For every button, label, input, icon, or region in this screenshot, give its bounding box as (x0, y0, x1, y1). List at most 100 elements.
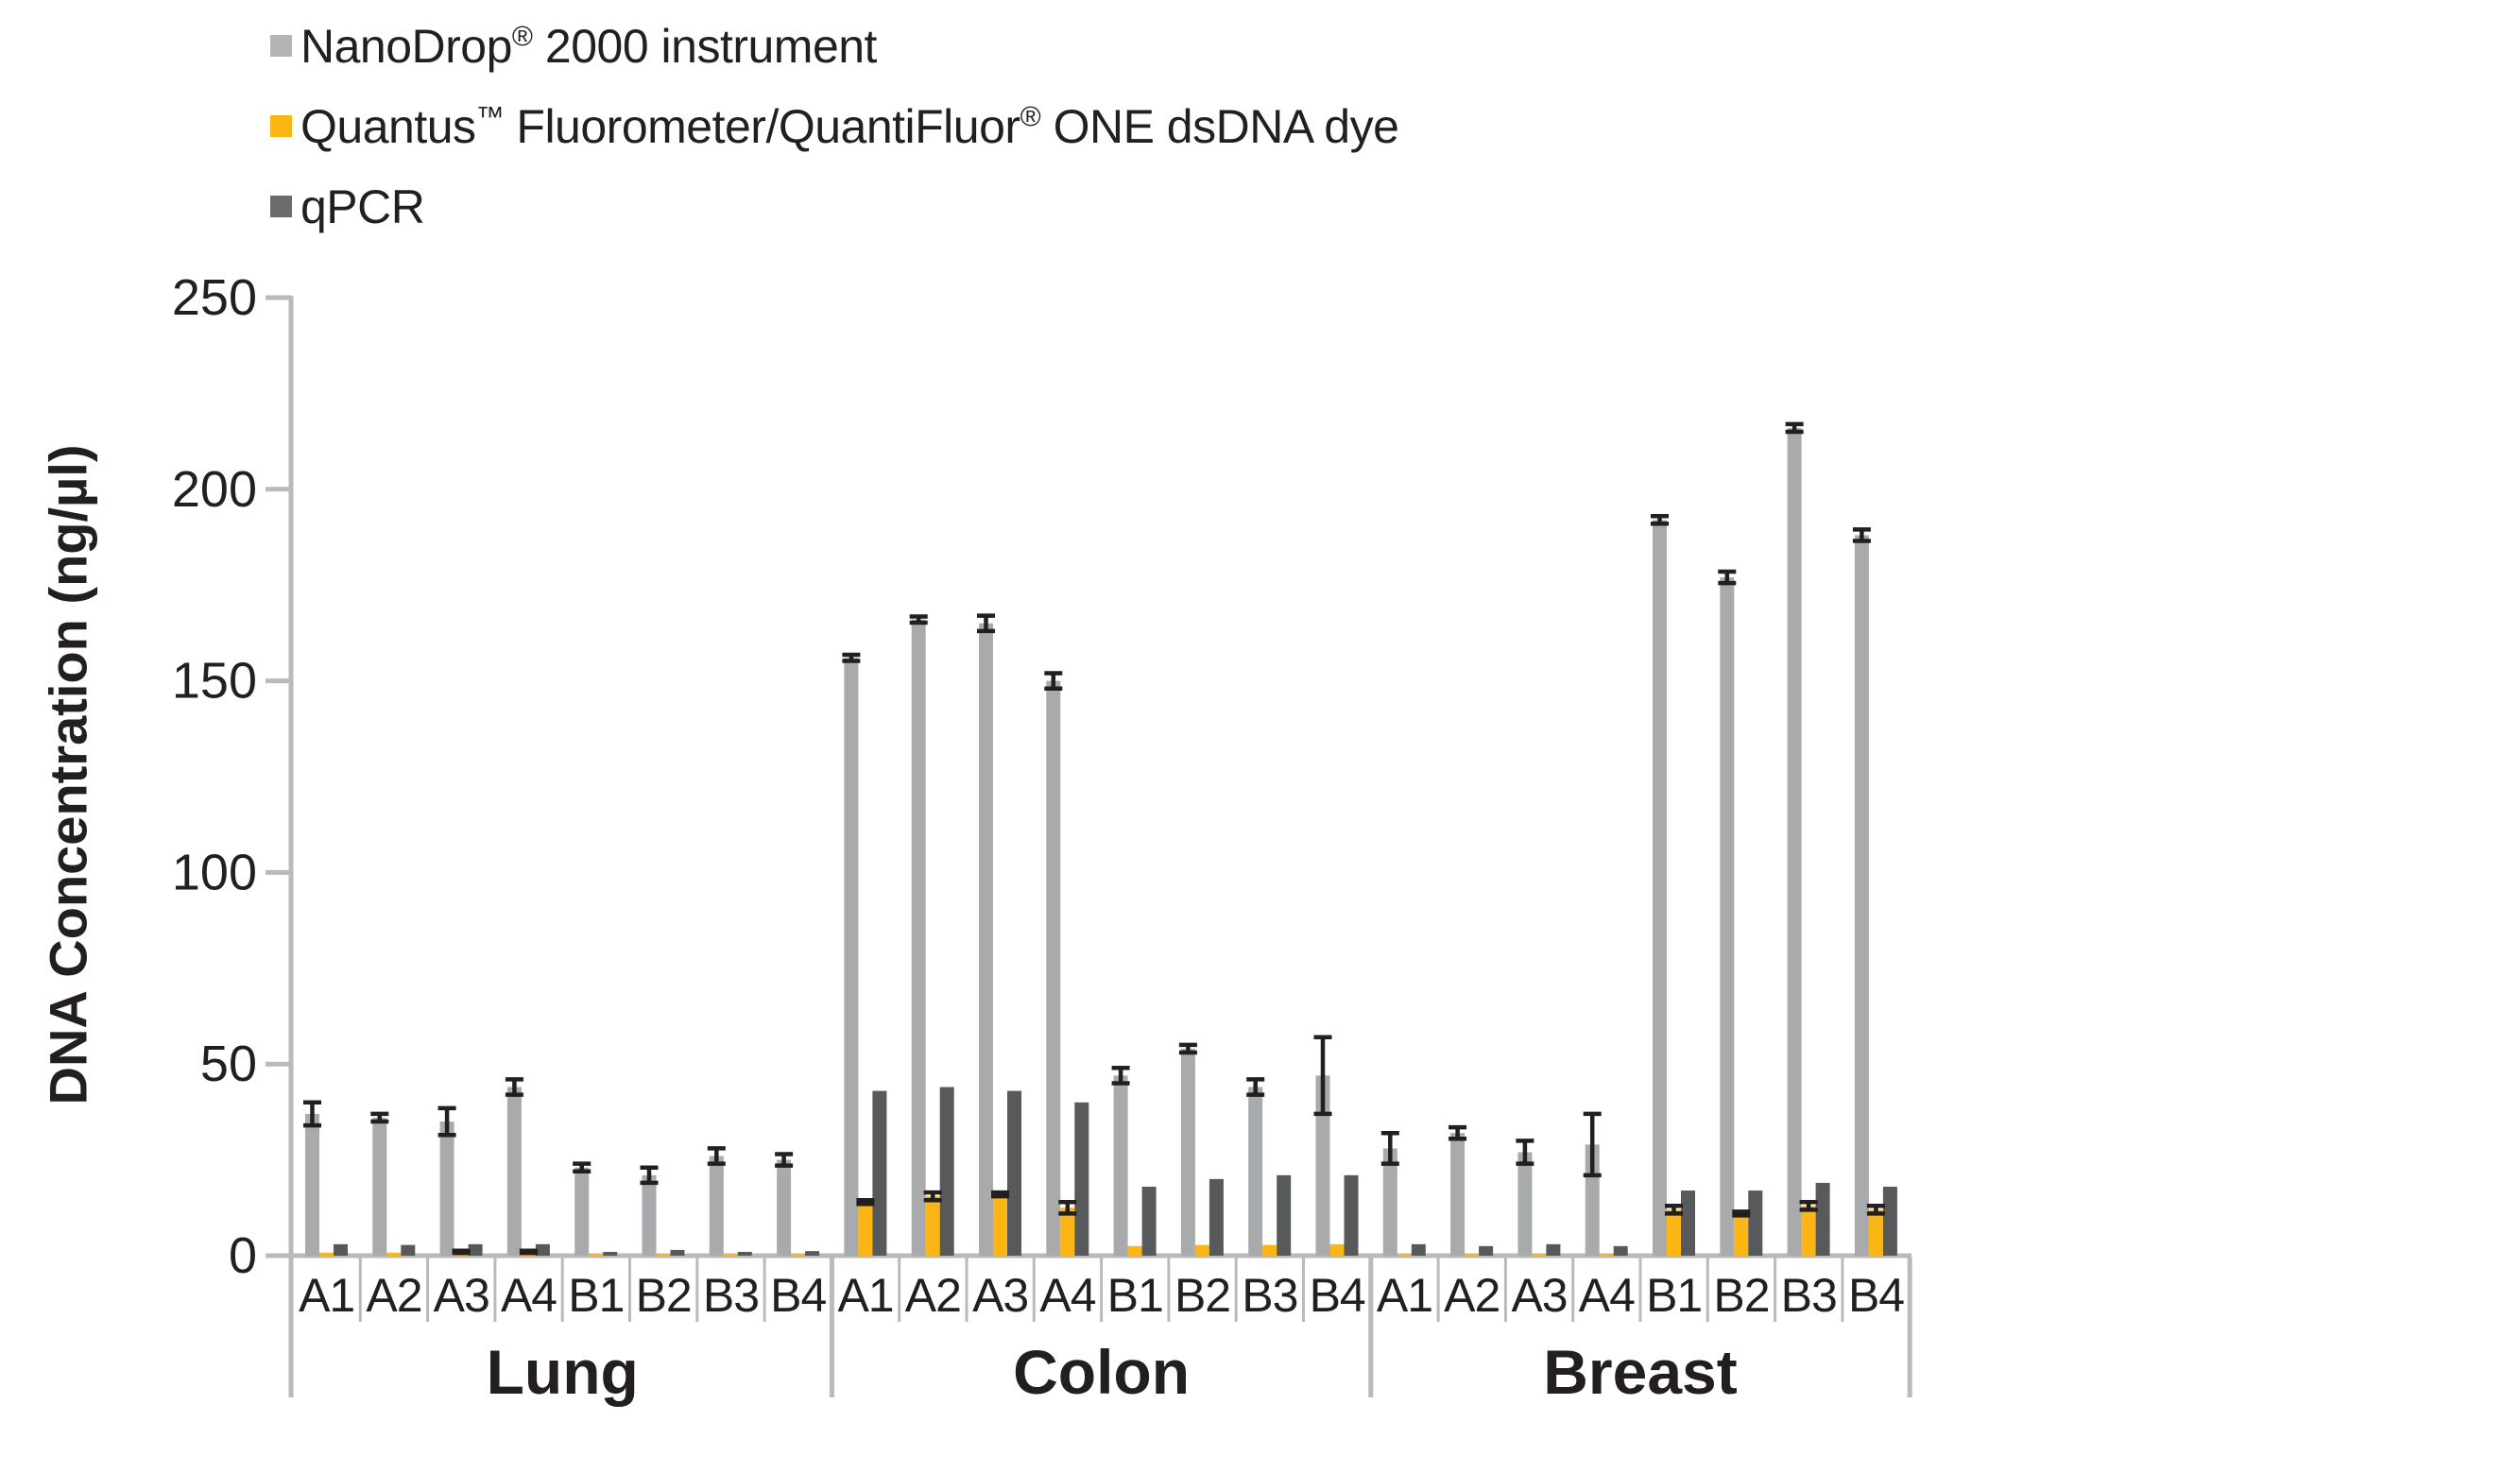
bar-lung-b1-quantus (589, 1254, 604, 1256)
bar-breast-b1-nanodrop (1653, 520, 1667, 1256)
bar-lung-b3-quantus (723, 1254, 738, 1256)
group-label-lung: Lung (487, 1337, 639, 1407)
bar-lung-a4-qpcr (535, 1243, 550, 1256)
legend-swatch-quantus (270, 115, 292, 137)
y-axis-title: DNA Concentration (ng/µl) (39, 444, 98, 1105)
x-label-colon-a4: A4 (1039, 1269, 1095, 1322)
bar-lung-a1-nanodrop (305, 1113, 319, 1256)
bar-breast-a2-nanodrop (1450, 1133, 1466, 1256)
x-label-colon-b4: B4 (1310, 1269, 1365, 1322)
bar-breast-a1-nanodrop (1382, 1148, 1397, 1256)
bar-breast-a1-qpcr (1411, 1243, 1426, 1256)
legend-label-nanodrop: NanoDrop® 2000 instrument (300, 19, 877, 73)
bar-breast-a2-qpcr (1479, 1245, 1494, 1256)
bar-lung-b4-nanodrop (777, 1159, 792, 1256)
group-label-breast: Breast (1543, 1337, 1737, 1407)
bar-breast-a2-quantus (1465, 1254, 1480, 1256)
bar-colon-b1-nanodrop (1113, 1075, 1128, 1256)
bar-lung-a1-qpcr (334, 1243, 348, 1256)
bar-colon-b3-nanodrop (1248, 1087, 1263, 1256)
legend-item-quantus: Quantus™ Fluorometer/QuantiFluor® ONE ds… (270, 86, 1399, 166)
legend-label-quantus: Quantus™ Fluorometer/QuantiFluor® ONE ds… (300, 99, 1399, 153)
x-label-colon-b2: B2 (1174, 1269, 1230, 1322)
x-label-lung-a2: A2 (366, 1269, 421, 1322)
bar-breast-b1-quantus (1667, 1209, 1681, 1256)
bar-lung-a3-qpcr (468, 1243, 483, 1256)
bar-colon-a4-qpcr (1074, 1102, 1089, 1256)
bar-colon-b2-qpcr (1209, 1178, 1224, 1256)
bar-colon-b3-qpcr (1277, 1174, 1292, 1256)
bar-colon-a1-quantus (858, 1202, 873, 1256)
bar-lung-b2-quantus (656, 1254, 671, 1256)
x-label-breast-b1: B1 (1646, 1269, 1702, 1322)
x-label-breast-b4: B4 (1848, 1269, 1904, 1322)
bar-breast-a3-quantus (1532, 1254, 1547, 1256)
bar-breast-b3-qpcr (1815, 1182, 1830, 1256)
bar-lung-a4-nanodrop (506, 1087, 522, 1256)
bar-breast-a4-qpcr (1613, 1245, 1628, 1256)
group-label-colon: Colon (1013, 1337, 1190, 1407)
bar-lung-a2-nanodrop (372, 1117, 387, 1256)
bar-lung-b1-nanodrop (574, 1167, 590, 1256)
bar-colon-a3-qpcr (1007, 1090, 1021, 1256)
bar-colon-a3-quantus (993, 1194, 1007, 1256)
bar-breast-a4-quantus (1599, 1254, 1614, 1256)
bar-breast-b3-quantus (1801, 1206, 1816, 1256)
bar-breast-a1-quantus (1397, 1254, 1412, 1256)
bar-breast-a3-nanodrop (1517, 1152, 1533, 1256)
bar-colon-b1-quantus (1127, 1245, 1142, 1256)
y-tick-label-50: 50 (200, 1036, 257, 1092)
bar-breast-b4-nanodrop (1854, 535, 1869, 1256)
y-tick-label-250: 250 (172, 269, 257, 326)
bar-colon-b3-quantus (1262, 1244, 1277, 1256)
bar-breast-a4-nanodrop (1585, 1144, 1600, 1256)
bar-lung-a1-quantus (319, 1252, 334, 1256)
x-label-lung-b2: B2 (636, 1269, 692, 1322)
bar-breast-b1-qpcr (1681, 1190, 1695, 1256)
bar-lung-b2-qpcr (670, 1249, 685, 1256)
bar-colon-b2-nanodrop (1180, 1048, 1195, 1256)
bar-breast-b4-qpcr (1882, 1186, 1897, 1256)
bar-colon-a3-nanodrop (979, 623, 993, 1256)
bar-breast-b2-quantus (1734, 1213, 1749, 1256)
bar-lung-b3-nanodrop (709, 1156, 724, 1256)
x-label-breast-a1: A1 (1377, 1269, 1432, 1322)
bar-colon-b4-quantus (1329, 1243, 1345, 1256)
bar-lung-b4-qpcr (805, 1251, 820, 1256)
legend-item-qpcr: qPCR (270, 166, 1398, 247)
legend-item-nanodrop: NanoDrop® 2000 instrument (270, 6, 1398, 86)
y-tick-label-150: 150 (172, 653, 257, 710)
bar-breast-a3-qpcr (1546, 1243, 1561, 1256)
bar-lung-a2-quantus (386, 1252, 402, 1256)
y-tick-label-100: 100 (172, 844, 257, 900)
x-label-colon-a3: A3 (972, 1269, 1028, 1322)
bar-colon-b4-qpcr (1344, 1174, 1359, 1256)
bar-colon-a1-qpcr (872, 1090, 887, 1256)
bar-lung-a3-nanodrop (439, 1122, 454, 1256)
x-label-colon-a1: A1 (837, 1269, 893, 1322)
bar-colon-a2-qpcr (939, 1087, 954, 1256)
bar-lung-b1-qpcr (603, 1251, 618, 1256)
legend-swatch-nanodrop (270, 35, 292, 57)
bar-breast-b4-quantus (1868, 1209, 1883, 1256)
x-label-breast-b2: B2 (1713, 1269, 1769, 1322)
x-label-lung-b1: B1 (568, 1269, 624, 1322)
bar-lung-b4-quantus (791, 1254, 806, 1256)
x-label-lung-b4: B4 (770, 1269, 826, 1322)
legend-label-qpcr: qPCR (300, 180, 425, 233)
bar-breast-b3-nanodrop (1787, 427, 1802, 1256)
legend-swatch-qpcr (270, 196, 292, 217)
x-label-colon-b3: B3 (1242, 1269, 1297, 1322)
bar-colon-a1-nanodrop (844, 658, 859, 1256)
bar-colon-a2-nanodrop (911, 619, 926, 1256)
y-tick-label-200: 200 (172, 461, 257, 518)
x-label-lung-a4: A4 (501, 1269, 557, 1322)
x-label-lung-a3: A3 (434, 1269, 489, 1322)
bar-colon-b1-qpcr (1141, 1186, 1157, 1256)
x-label-breast-a3: A3 (1511, 1269, 1567, 1322)
bar-colon-b4-nanodrop (1315, 1075, 1330, 1256)
x-label-colon-b1: B1 (1107, 1269, 1163, 1322)
bar-breast-b2-qpcr (1748, 1190, 1763, 1256)
x-label-colon-a2: A2 (905, 1269, 961, 1322)
